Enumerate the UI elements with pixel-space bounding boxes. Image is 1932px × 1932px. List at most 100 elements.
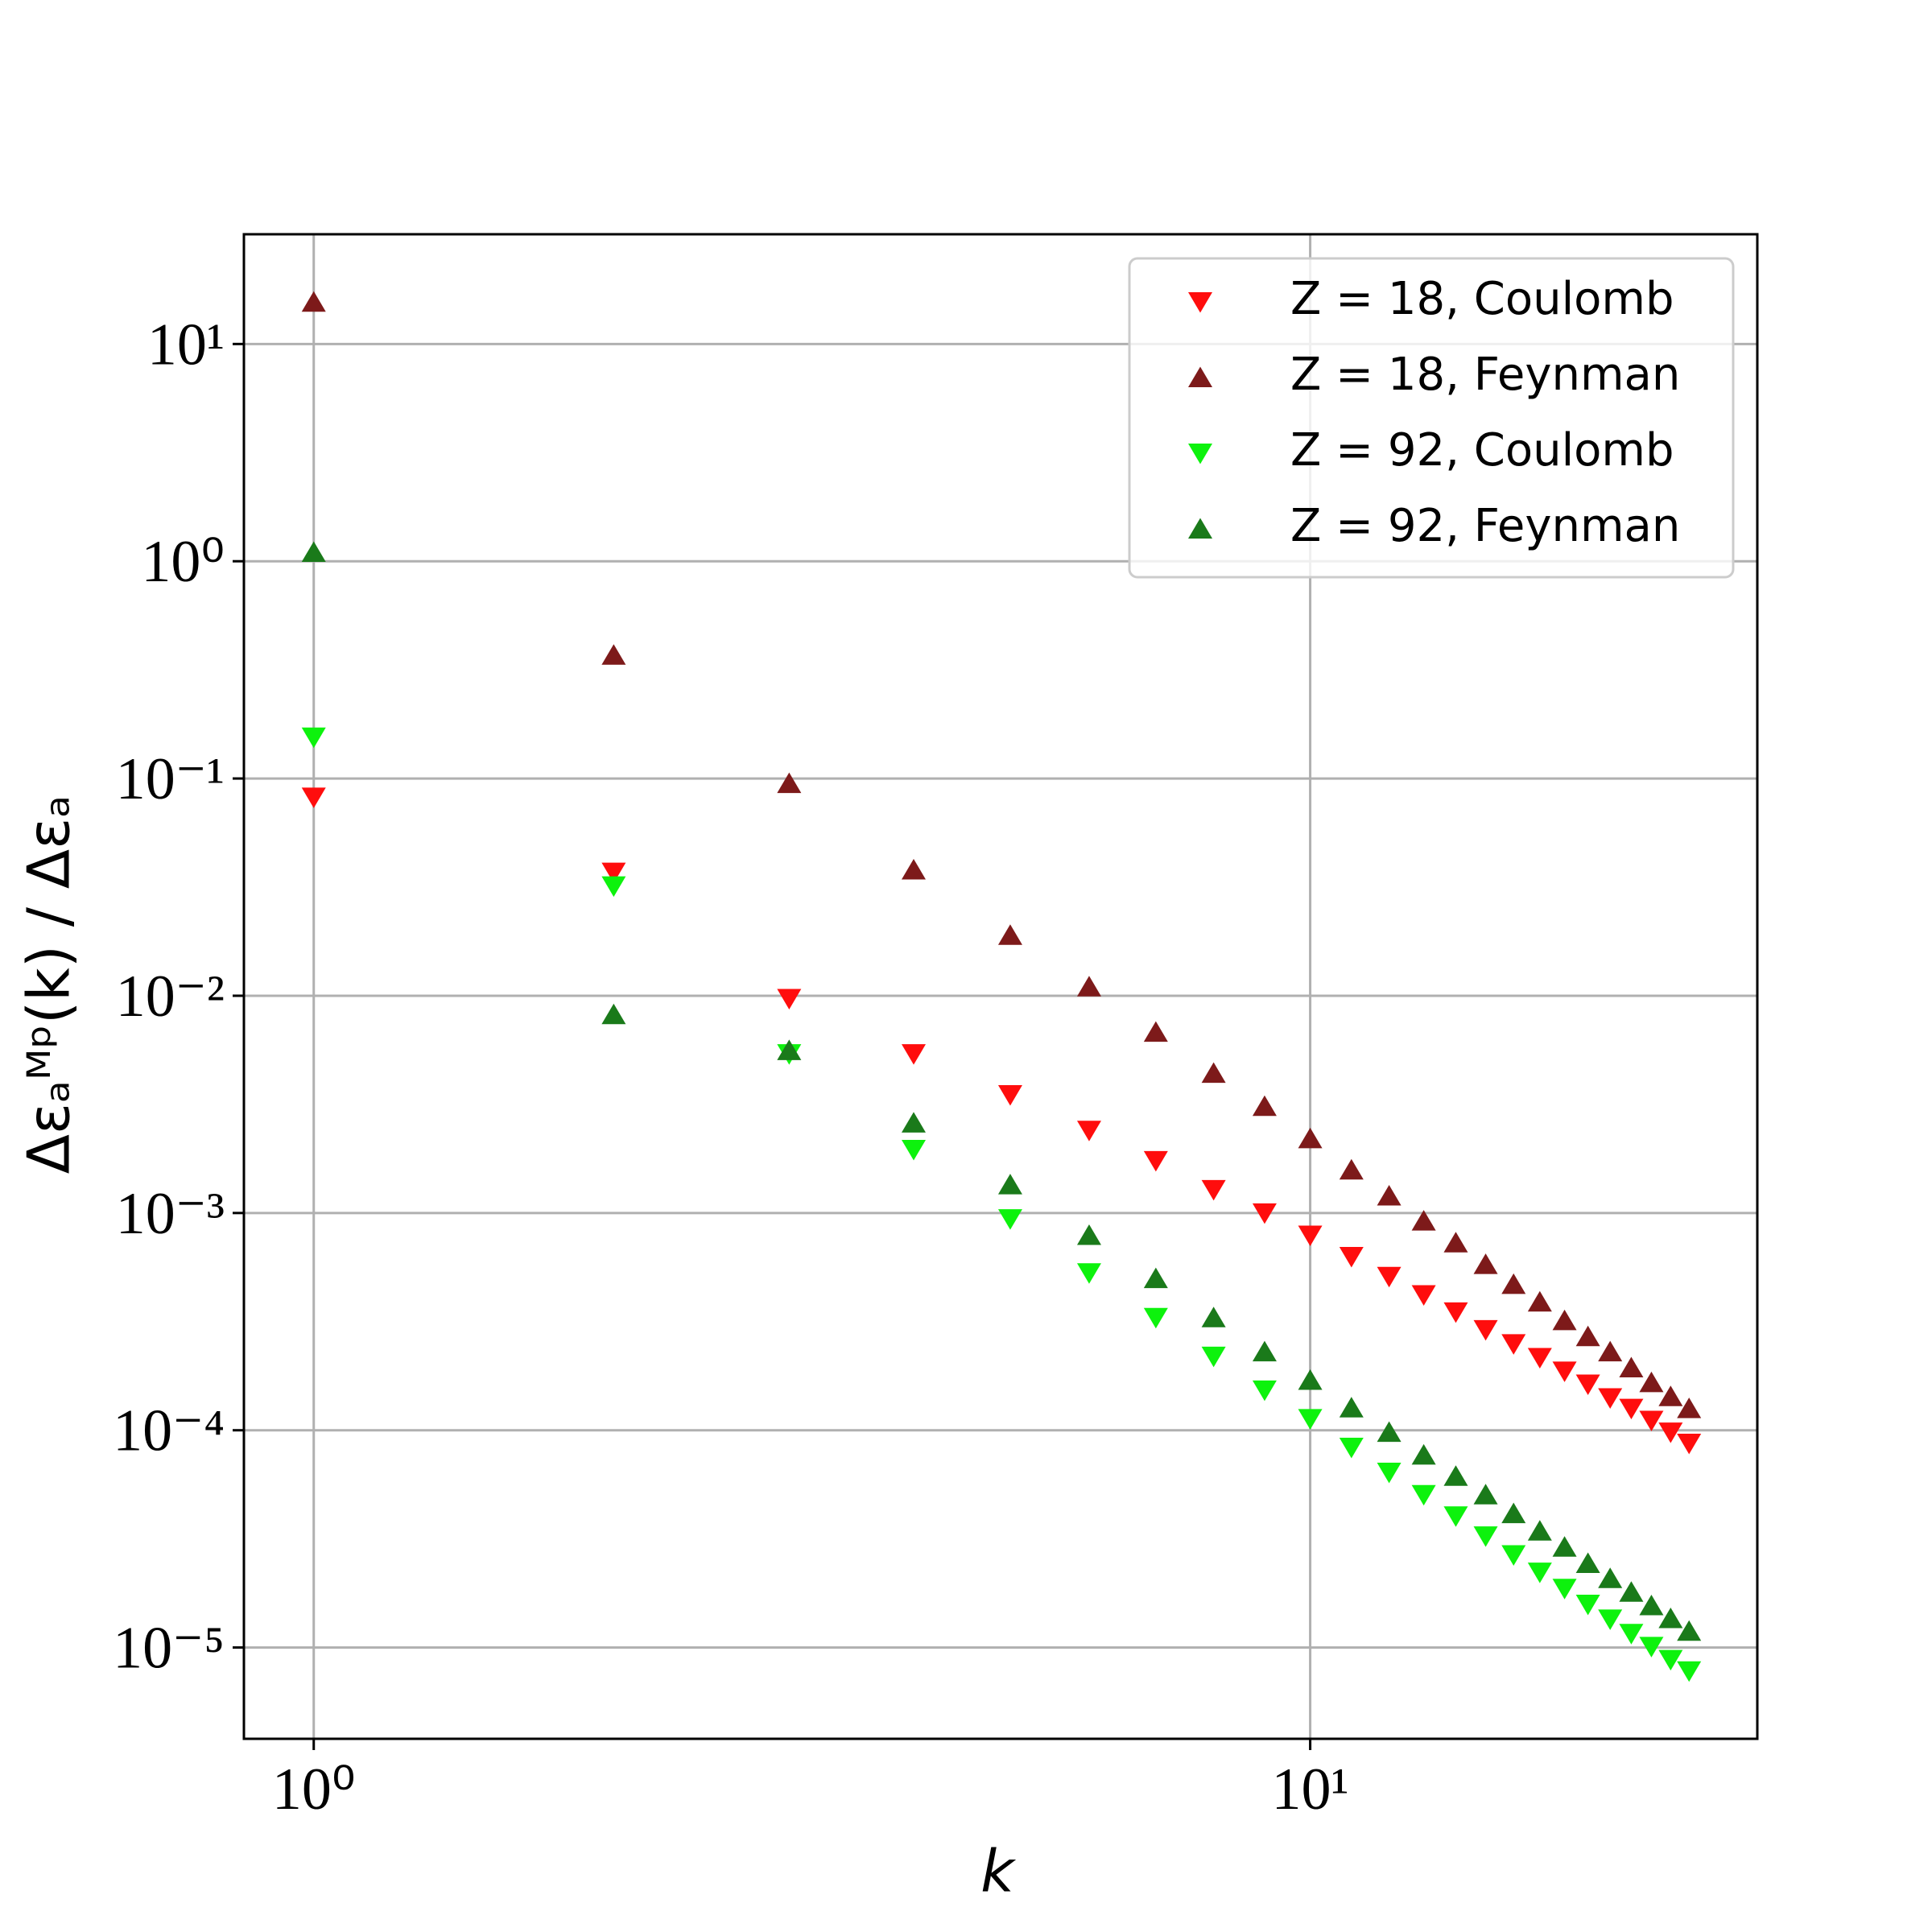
marker — [1252, 1380, 1277, 1402]
marker — [1298, 1409, 1323, 1430]
marker — [1298, 1369, 1323, 1390]
marker — [1658, 1385, 1683, 1406]
marker — [1639, 1637, 1664, 1657]
marker — [1501, 1334, 1526, 1355]
legend-label: Z = 18, Feynman — [1290, 349, 1680, 401]
marker — [1143, 1267, 1168, 1289]
marker — [1575, 1374, 1600, 1395]
marker — [301, 727, 326, 749]
marker — [1411, 1210, 1436, 1231]
y-tick-label: 10⁻⁴ — [113, 1398, 225, 1464]
marker — [1143, 1021, 1168, 1042]
marker — [901, 1139, 926, 1161]
marker — [777, 1039, 802, 1060]
marker — [1201, 1179, 1226, 1201]
marker — [777, 989, 802, 1010]
x-axis-label: k — [980, 1838, 1017, 1905]
marker — [1143, 1150, 1168, 1172]
y-tick-label: 10⁻¹ — [116, 746, 225, 812]
marker — [1076, 976, 1101, 997]
marker — [1473, 1526, 1498, 1547]
legend-marker — [1188, 444, 1212, 464]
marker — [1639, 1371, 1664, 1393]
marker — [1076, 1224, 1101, 1245]
marker — [1658, 1422, 1683, 1443]
marker — [1598, 1609, 1623, 1630]
marker — [1575, 1552, 1600, 1574]
marker — [901, 858, 926, 880]
marker — [601, 876, 626, 898]
marker — [1473, 1253, 1498, 1274]
marker — [301, 541, 326, 563]
marker — [1252, 1203, 1277, 1224]
x-tick-label: 10⁰ — [272, 1757, 356, 1823]
y-axis-label: Δεₐᴹᵖ(k) / Δεₐ — [15, 795, 83, 1174]
marker — [1527, 1520, 1552, 1541]
marker — [1473, 1319, 1498, 1341]
marker — [1298, 1127, 1323, 1149]
plot-frame — [242, 233, 1759, 1740]
y-tick-label: 10⁰ — [141, 529, 225, 595]
y-tick-label: 10⁻⁵ — [113, 1616, 225, 1682]
marker — [1377, 1463, 1402, 1484]
marker — [1143, 1307, 1168, 1329]
y-tick-label: 10⁻² — [116, 964, 225, 1030]
marker — [1552, 1361, 1577, 1382]
y-tick-label: 10⁻³ — [116, 1181, 225, 1247]
marker — [1377, 1184, 1402, 1206]
marker — [1552, 1579, 1577, 1600]
marker — [1677, 1620, 1702, 1641]
marker — [1201, 1062, 1226, 1084]
marker — [1598, 1388, 1623, 1409]
marker — [301, 787, 326, 808]
marker — [1619, 1398, 1644, 1420]
marker — [997, 924, 1022, 945]
marker — [901, 1112, 926, 1133]
marker — [1598, 1340, 1623, 1362]
marker — [1411, 1484, 1436, 1506]
marker — [1575, 1594, 1600, 1616]
marker — [1527, 1563, 1552, 1583]
marker — [1619, 1356, 1644, 1378]
marker — [901, 1044, 926, 1065]
legend-marker — [1188, 292, 1212, 313]
marker — [1201, 1307, 1226, 1327]
marker — [1201, 1346, 1226, 1368]
marker — [1527, 1348, 1552, 1368]
legend-label: Z = 92, Coulomb — [1290, 424, 1674, 477]
marker — [1527, 1290, 1552, 1312]
marker — [1443, 1302, 1468, 1323]
marker — [1501, 1545, 1526, 1566]
marker — [1658, 1608, 1683, 1629]
marker — [1639, 1594, 1664, 1616]
marker — [1377, 1266, 1402, 1288]
marker — [1501, 1273, 1526, 1294]
marker — [1339, 1158, 1364, 1180]
marker — [1076, 1263, 1101, 1284]
marker — [1658, 1649, 1683, 1671]
marker — [1411, 1443, 1436, 1465]
y-tick-label: 10¹ — [147, 312, 225, 378]
marker — [1252, 1340, 1277, 1362]
marker — [1575, 1325, 1600, 1347]
marker — [997, 1174, 1022, 1195]
marker — [1443, 1232, 1468, 1253]
marker — [997, 1085, 1022, 1106]
marker — [1339, 1246, 1364, 1268]
marker — [777, 772, 802, 794]
marker — [1339, 1397, 1364, 1418]
marker — [1076, 1121, 1101, 1141]
marker — [1552, 1309, 1577, 1331]
marker — [1411, 1285, 1436, 1307]
marker — [1619, 1581, 1644, 1602]
marker — [601, 862, 626, 884]
legend-marker — [1188, 366, 1212, 387]
marker — [997, 1209, 1022, 1230]
marker — [601, 1003, 626, 1025]
legend-label: Z = 92, Feynman — [1290, 500, 1680, 552]
marker — [601, 644, 626, 665]
marker — [1252, 1095, 1277, 1117]
marker — [1339, 1437, 1364, 1459]
marker — [1619, 1624, 1644, 1645]
